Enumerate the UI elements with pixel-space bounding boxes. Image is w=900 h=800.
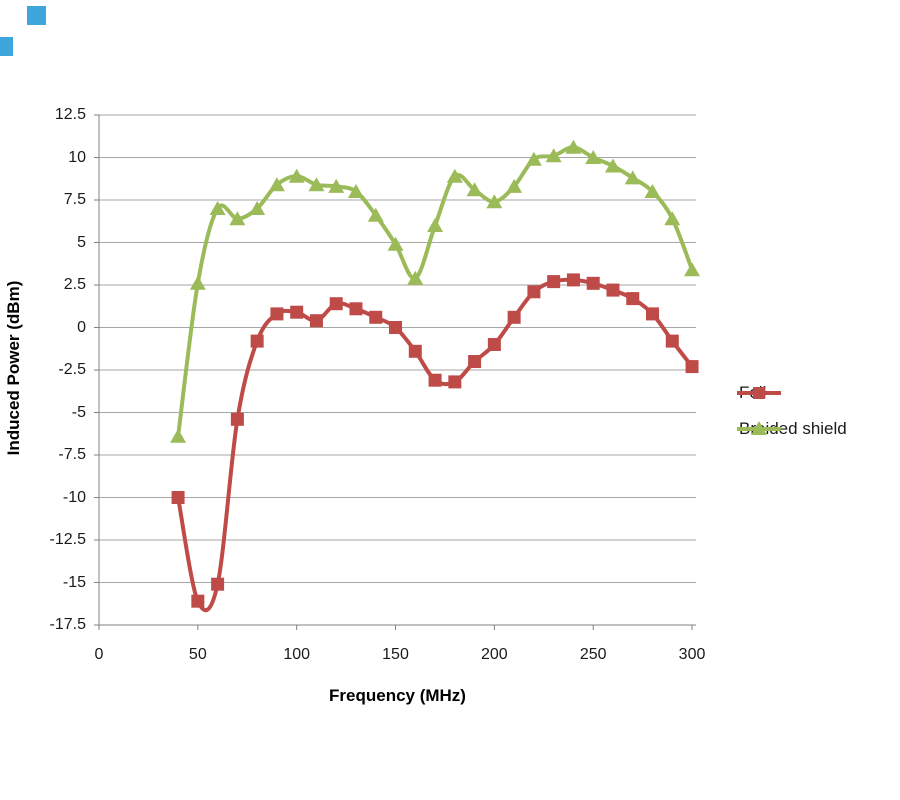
x-tick-label: 200 <box>481 646 508 663</box>
marker-square <box>448 375 462 389</box>
marker-triangle <box>664 211 681 226</box>
y-tick-label: -2.5 <box>58 361 86 378</box>
marker-square <box>211 577 225 591</box>
y-axis-title: Induced Power (dBm) <box>4 280 23 456</box>
marker-square <box>626 292 640 306</box>
x-tick-label: 300 <box>678 646 706 663</box>
x-tick-label: 50 <box>188 646 207 663</box>
selection-handle-icon <box>27 6 46 25</box>
y-tick-label: 10 <box>68 148 86 166</box>
marker-triangle <box>446 168 463 183</box>
marker-triangle <box>565 139 582 154</box>
y-tick-label: -10 <box>62 488 86 506</box>
marker-triangle <box>288 168 305 183</box>
marker-square <box>487 338 501 351</box>
marker-triangle <box>328 178 345 193</box>
marker-square <box>329 297 343 311</box>
marker-square <box>309 314 323 328</box>
marker-square <box>646 307 660 321</box>
marker-square <box>290 305 304 319</box>
marker-square <box>606 283 620 297</box>
marker-square <box>389 321 403 334</box>
marker-square <box>349 302 363 316</box>
x-tick-label: 250 <box>579 646 607 663</box>
x-tick-label: 100 <box>283 646 311 663</box>
marker-square <box>230 412 244 426</box>
marker-triangle <box>189 275 206 290</box>
y-tick-label: -15 <box>62 573 86 591</box>
marker-triangle <box>525 151 542 166</box>
x-tick-label: 150 <box>382 646 409 663</box>
x-tick-label: 0 <box>94 646 104 663</box>
y-tick-label: -5 <box>71 403 86 421</box>
marker-triangle <box>585 150 602 164</box>
marker-triangle <box>506 178 523 193</box>
marker-triangle <box>308 177 325 192</box>
marker-triangle <box>684 262 701 277</box>
legend-marker-icon <box>737 421 781 435</box>
marker-triangle <box>486 194 503 209</box>
marker-square <box>428 373 442 387</box>
marker-square <box>547 275 561 289</box>
selection-handle-icon <box>0 37 13 56</box>
marker-square <box>586 276 600 290</box>
marker-triangle <box>387 236 404 251</box>
marker-triangle <box>624 170 641 185</box>
y-tick-label: -7.5 <box>58 446 86 463</box>
legend-item-braided-shield: Braided shield <box>735 416 847 442</box>
marker-triangle <box>347 184 364 198</box>
marker-triangle <box>545 148 562 163</box>
y-tick-label: -17.5 <box>49 616 86 633</box>
marker-triangle <box>367 207 384 222</box>
marker-square <box>250 334 264 348</box>
marker-square <box>171 491 185 504</box>
y-tick-label: 12.5 <box>54 106 86 123</box>
marker-triangle <box>170 428 187 443</box>
marker-triangle <box>209 201 226 215</box>
marker-square <box>665 334 679 348</box>
marker-square <box>527 285 541 299</box>
series-line-foil <box>176 277 694 613</box>
marker-triangle <box>407 270 424 285</box>
legend-marker-icon <box>737 387 781 399</box>
marker-square <box>566 273 580 287</box>
marker-triangle <box>427 218 444 232</box>
marker-triangle <box>268 177 285 192</box>
y-tick-label: 0 <box>77 318 86 336</box>
marker-square <box>369 310 383 324</box>
marker-square <box>191 594 205 608</box>
y-tick-label: 2.5 <box>63 276 86 293</box>
x-axis-title: Frequency (MHz) <box>329 686 466 705</box>
marker-triangle <box>466 182 483 197</box>
legend-item-foil: Foil <box>735 380 781 406</box>
marker-triangle <box>644 184 661 198</box>
marker-square <box>507 310 521 324</box>
marker-triangle <box>604 158 621 173</box>
marker-square <box>408 344 422 358</box>
y-tick-label: 5 <box>77 233 86 251</box>
marker-square <box>270 307 284 321</box>
marker-triangle <box>249 201 266 215</box>
marker-triangle <box>229 211 246 226</box>
marker-square <box>685 360 699 374</box>
marker-square <box>468 355 482 368</box>
y-tick-label: -12.5 <box>49 531 86 548</box>
y-tick-label: 7.5 <box>63 191 86 208</box>
